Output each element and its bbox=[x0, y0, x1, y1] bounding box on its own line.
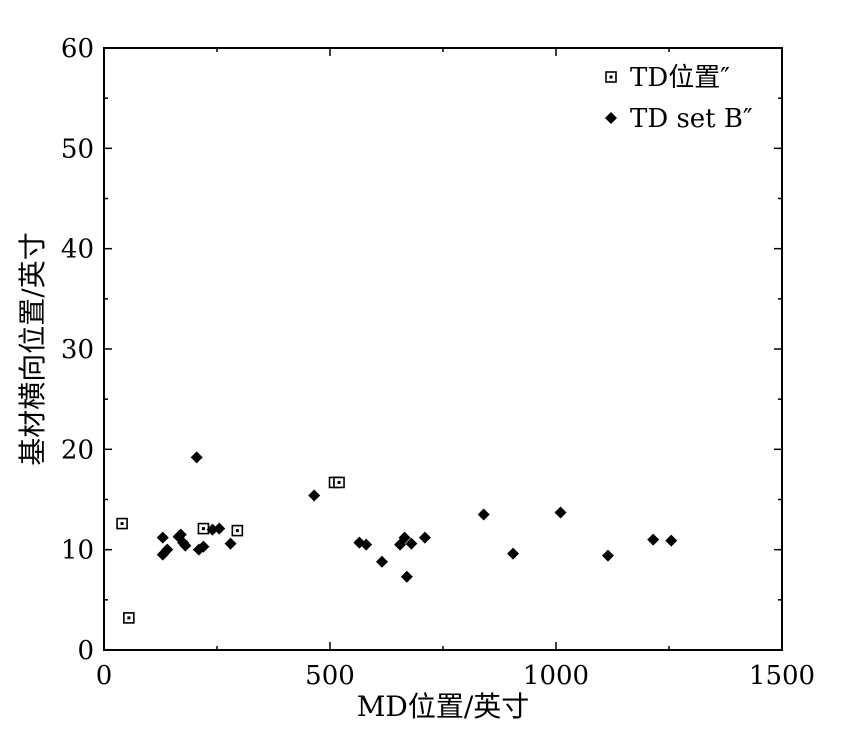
data-point-diamond bbox=[179, 539, 192, 552]
data-point-diamond bbox=[665, 534, 678, 547]
marker-center bbox=[201, 527, 205, 531]
marker-center bbox=[127, 616, 131, 620]
data-point-diamond bbox=[213, 522, 226, 535]
y-tick-label: 0 bbox=[77, 636, 94, 666]
series-1 bbox=[156, 451, 678, 583]
data-point-diamond bbox=[405, 537, 418, 550]
data-point-diamond bbox=[375, 555, 388, 568]
x-tick-label: 1500 bbox=[749, 661, 815, 691]
y-tick-label: 30 bbox=[61, 335, 94, 365]
legend-marker bbox=[605, 112, 617, 124]
y-tick-label: 20 bbox=[61, 435, 94, 465]
marker-center bbox=[609, 75, 613, 79]
data-point-square bbox=[123, 612, 135, 624]
marker-center bbox=[120, 522, 124, 526]
legend-marker bbox=[605, 71, 617, 83]
legend-label: TD位置″ bbox=[630, 63, 730, 93]
data-point-diamond bbox=[308, 489, 321, 502]
data-point-diamond bbox=[601, 549, 614, 562]
data-point-diamond bbox=[400, 570, 413, 583]
data-point-diamond bbox=[647, 533, 660, 546]
series-0 bbox=[116, 476, 345, 624]
x-axis: 0 500 1000 1500 bbox=[96, 48, 815, 691]
y-tick-label: 40 bbox=[61, 235, 94, 265]
data-point-diamond bbox=[224, 537, 237, 550]
data-point-diamond bbox=[418, 531, 431, 544]
y-tick-label: 50 bbox=[61, 134, 94, 164]
x-tick-label: 1000 bbox=[523, 661, 589, 691]
x-tick-label: 0 bbox=[96, 661, 113, 691]
data-point-diamond bbox=[360, 538, 373, 551]
data-point-diamond bbox=[197, 540, 210, 553]
data-point-square bbox=[231, 524, 244, 537]
y-axis-title: 基材横向位置/英寸 bbox=[16, 232, 49, 465]
data-point-diamond bbox=[554, 506, 567, 519]
data-point-diamond bbox=[477, 508, 490, 521]
legend: TD位置″ TD set B″ bbox=[605, 63, 753, 134]
x-tick-label: 500 bbox=[305, 661, 355, 691]
y-axis: 0 10 20 30 40 50 60 bbox=[61, 34, 782, 666]
marker-center bbox=[337, 480, 341, 484]
y-tick-label: 60 bbox=[61, 34, 94, 64]
data-point-diamond bbox=[161, 543, 174, 556]
data-point-square bbox=[333, 476, 345, 489]
data-point-diamond bbox=[507, 547, 520, 560]
y-tick-label: 10 bbox=[61, 536, 94, 566]
x-axis-title: MD位置/英寸 bbox=[357, 690, 530, 723]
data-point-diamond bbox=[190, 451, 203, 464]
legend-label: TD set B″ bbox=[630, 104, 753, 134]
marker-center bbox=[235, 529, 239, 533]
data-point-diamond bbox=[398, 531, 411, 544]
data-point-diamond bbox=[156, 531, 169, 544]
data-point-square bbox=[116, 517, 128, 530]
plot-area-frame bbox=[103, 47, 783, 651]
data-point-square bbox=[197, 522, 210, 535]
data-points bbox=[116, 451, 678, 624]
